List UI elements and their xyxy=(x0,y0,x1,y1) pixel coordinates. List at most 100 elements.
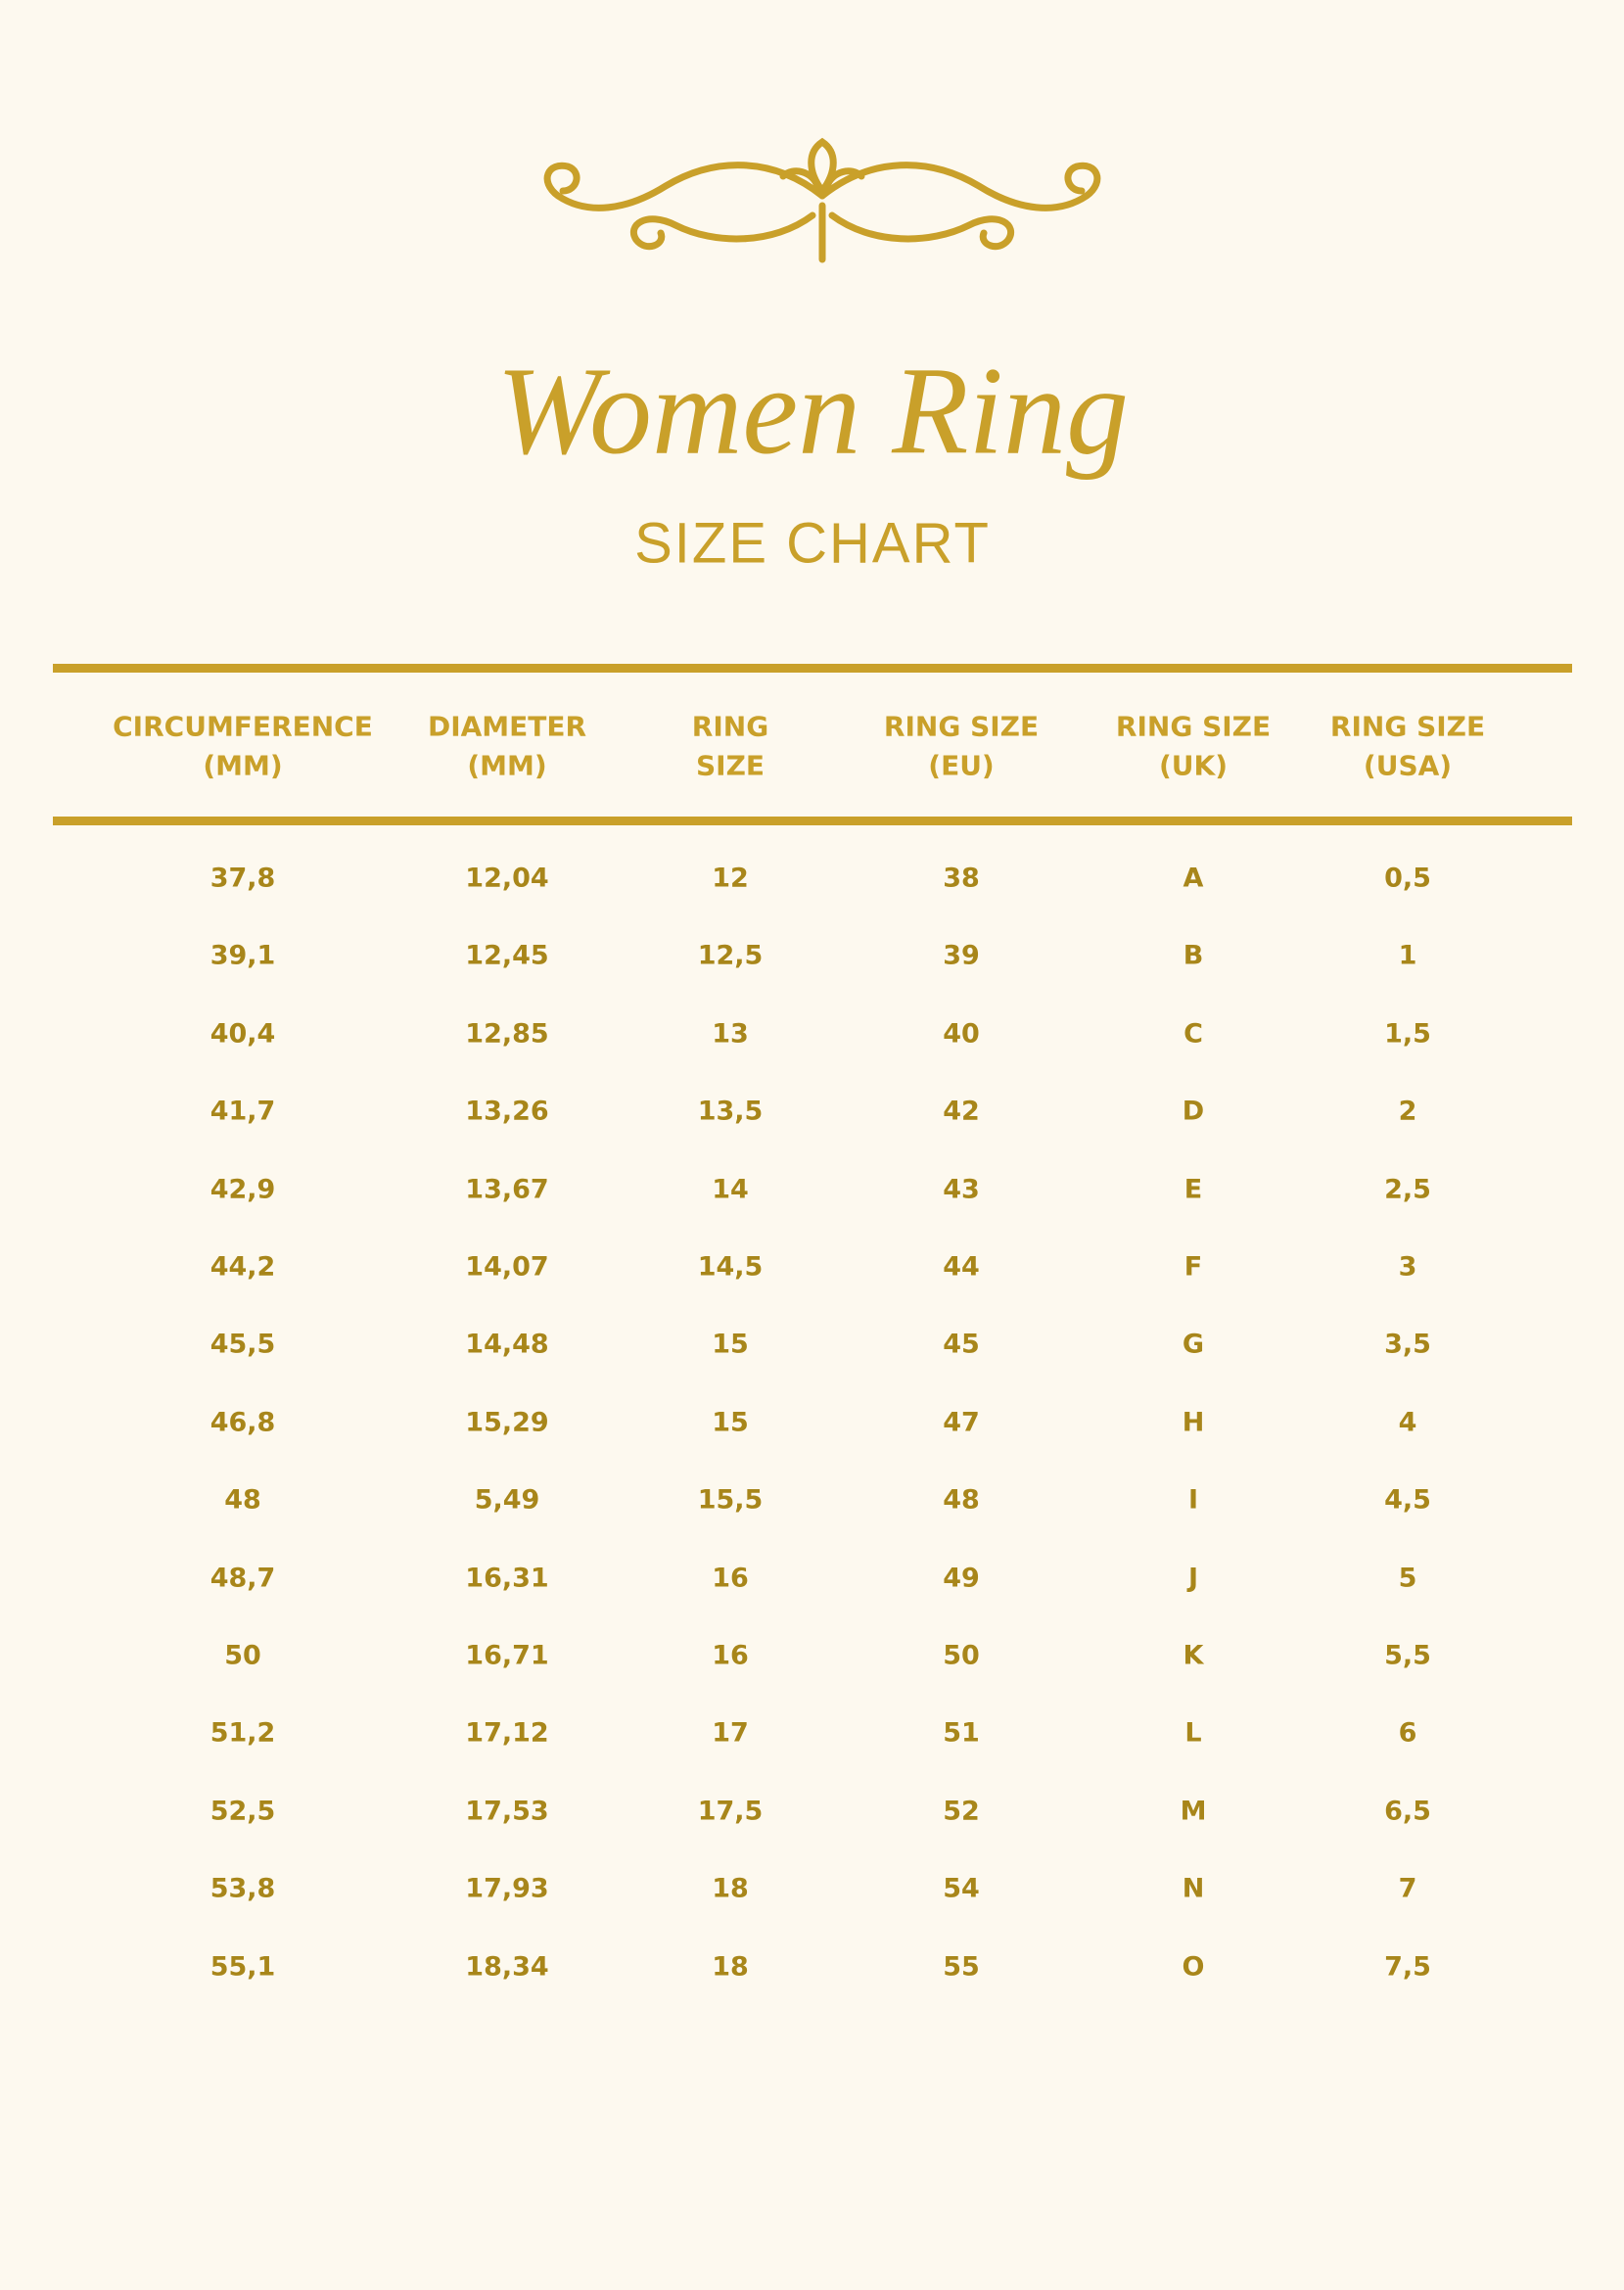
table-cell: 55 xyxy=(943,1951,980,1983)
column-header: RING SIZE xyxy=(1329,710,1486,743)
table-cell: 39,1 xyxy=(209,940,276,971)
table-cell: 46,8 xyxy=(209,1407,276,1438)
table-cell: M xyxy=(1180,1796,1207,1827)
table-cell: 12,45 xyxy=(465,940,549,971)
table-cell: 2 xyxy=(1398,1096,1417,1127)
table-cell: J xyxy=(1187,1563,1199,1594)
table-cell: 12,5 xyxy=(697,940,764,971)
column-header: (UK) xyxy=(1158,749,1229,782)
table-cell: 40,4 xyxy=(209,1018,276,1050)
table-cell: H xyxy=(1182,1407,1205,1438)
table-cell: 18,34 xyxy=(465,1951,549,1983)
column-header: DIAMETER xyxy=(427,710,587,743)
table-cell: 15 xyxy=(712,1329,749,1360)
table-cell: 13,5 xyxy=(697,1096,764,1127)
column-header: RING xyxy=(691,710,769,743)
table-cell: 6,5 xyxy=(1384,1796,1431,1827)
table-cell: 5 xyxy=(1398,1563,1417,1594)
table-cell: 47 xyxy=(943,1407,980,1438)
column-header: (EU) xyxy=(928,749,995,782)
table-cell: 53,8 xyxy=(209,1873,276,1904)
table-cell: D xyxy=(1182,1096,1205,1127)
table-cell: 17,12 xyxy=(465,1717,549,1749)
table-cell: 44 xyxy=(943,1251,980,1283)
title: Women Ring xyxy=(496,341,1129,481)
table-cell: O xyxy=(1182,1951,1205,1983)
table-cell: 44,2 xyxy=(209,1251,276,1283)
table-cell: 15,29 xyxy=(465,1407,549,1438)
table-cell: 3,5 xyxy=(1384,1329,1431,1360)
table-cell: 18 xyxy=(712,1873,749,1904)
table-cell: 45,5 xyxy=(209,1329,276,1360)
table-cell: 13 xyxy=(712,1018,749,1050)
table-cell: 1,5 xyxy=(1384,1018,1431,1050)
table-cell: 12,04 xyxy=(465,863,549,894)
table-cell: 4,5 xyxy=(1384,1484,1431,1516)
table-cell: 17,5 xyxy=(697,1796,764,1827)
column-header: RING SIZE xyxy=(883,710,1040,743)
table-cell: 51 xyxy=(943,1717,980,1749)
table-cell: 14,48 xyxy=(465,1329,549,1360)
table-cell: 50 xyxy=(224,1640,261,1671)
table-cell: 5,49 xyxy=(474,1484,540,1516)
table-cell: 1 xyxy=(1398,940,1417,971)
table-cell: 42,9 xyxy=(209,1174,276,1205)
ornament xyxy=(543,137,1101,263)
top-rule xyxy=(53,664,1572,673)
table-cell: 5,5 xyxy=(1384,1640,1431,1671)
table-cell: L xyxy=(1184,1717,1202,1749)
table-cell: 12,85 xyxy=(465,1018,549,1050)
table-cell: 40 xyxy=(943,1018,980,1050)
column-header: CIRCUMFERENCE xyxy=(113,710,373,743)
table-cell: 17,53 xyxy=(465,1796,549,1827)
table-cell: 54 xyxy=(943,1873,980,1904)
table-cell: 39 xyxy=(943,940,980,971)
table-cell: 0,5 xyxy=(1384,863,1431,894)
column-header: (MM) xyxy=(203,749,283,782)
table-cell: F xyxy=(1183,1251,1203,1283)
column-header: RING SIZE xyxy=(1115,710,1272,743)
table-cell: N xyxy=(1182,1873,1205,1904)
table-cell: 14,07 xyxy=(465,1251,549,1283)
table-cell: 48 xyxy=(943,1484,980,1516)
table-cell: G xyxy=(1182,1329,1205,1360)
table-cell: 49 xyxy=(943,1563,980,1594)
table-cell: 55,1 xyxy=(209,1951,276,1983)
column-header: SIZE xyxy=(695,749,766,782)
table-cell: K xyxy=(1183,1640,1204,1671)
table-cell: 45 xyxy=(943,1329,980,1360)
table-cell: 43 xyxy=(943,1174,980,1205)
column-header: (MM) xyxy=(467,749,547,782)
table-cell: 37,8 xyxy=(209,863,276,894)
table-cell: 15 xyxy=(712,1407,749,1438)
table-cell: 14,5 xyxy=(697,1251,764,1283)
table-cell: 41,7 xyxy=(209,1096,276,1127)
table-cell: A xyxy=(1183,863,1204,894)
table-cell: 13,67 xyxy=(465,1174,549,1205)
table-cell: 4 xyxy=(1398,1407,1417,1438)
table-cell: E xyxy=(1183,1174,1203,1205)
header-rule xyxy=(53,817,1572,825)
table-cell: 42 xyxy=(943,1096,980,1127)
table-cell: 13,26 xyxy=(465,1096,549,1127)
table-cell: 52,5 xyxy=(209,1796,276,1827)
table-cell: 2,5 xyxy=(1384,1174,1431,1205)
table-cell: 38 xyxy=(943,863,980,894)
table-cell: 16 xyxy=(712,1640,749,1671)
table-cell: 14 xyxy=(712,1174,749,1205)
column-header: (USA) xyxy=(1363,749,1453,782)
table-cell: 7,5 xyxy=(1384,1951,1431,1983)
table-cell: 48,7 xyxy=(209,1563,276,1594)
table-cell: 6 xyxy=(1398,1717,1417,1749)
table-cell: C xyxy=(1183,1018,1203,1050)
table-cell: 16 xyxy=(712,1563,749,1594)
table-cell: 16,31 xyxy=(465,1563,549,1594)
table-cell: 7 xyxy=(1398,1873,1417,1904)
table-cell: 50 xyxy=(943,1640,980,1671)
table-cell: 51,2 xyxy=(209,1717,276,1749)
table-cell: 12 xyxy=(712,863,749,894)
table-cell: 3 xyxy=(1398,1251,1417,1283)
table-cell: 17,93 xyxy=(465,1873,549,1904)
table-cell: B xyxy=(1183,940,1204,971)
